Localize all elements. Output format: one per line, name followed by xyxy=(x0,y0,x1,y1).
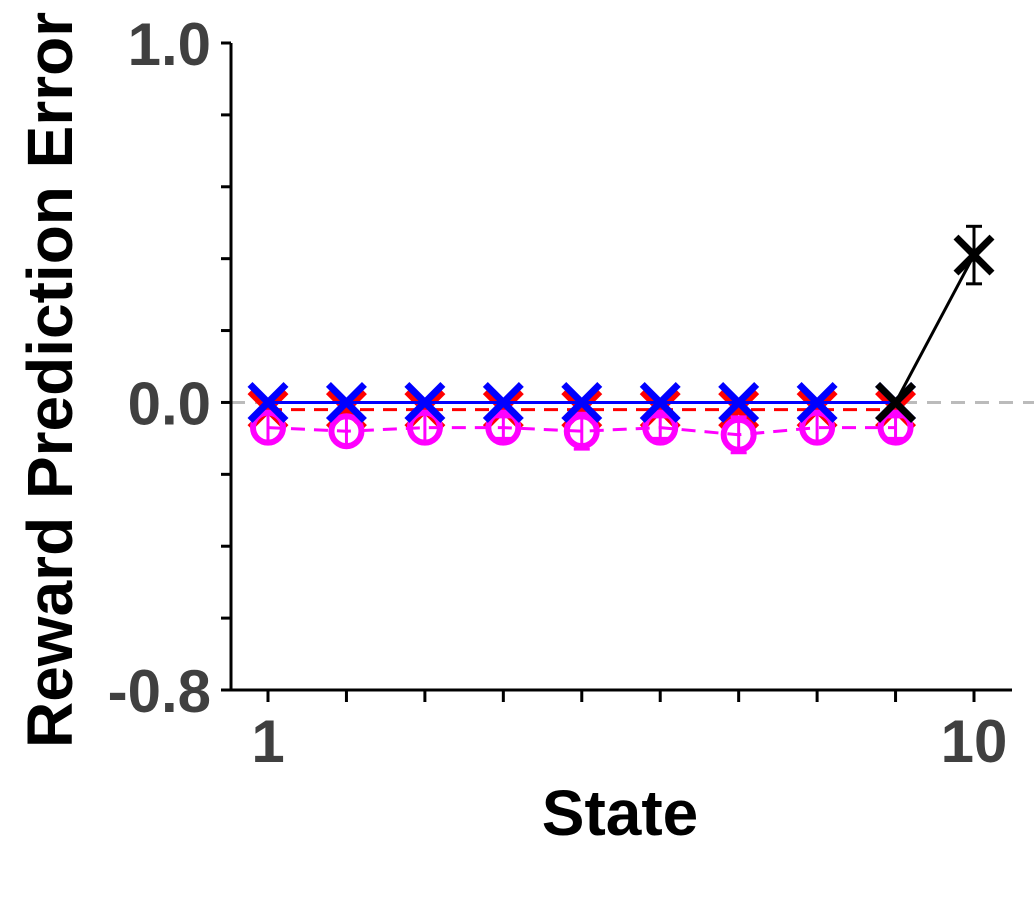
x-axis-label: State xyxy=(542,777,699,849)
data-point-circle xyxy=(406,409,443,446)
ticks-layer: 1.0 0.0 -0.8 1 10 xyxy=(108,11,1008,775)
data-point-circle xyxy=(485,409,522,446)
data-point-stroke xyxy=(718,381,760,423)
data-point-stroke xyxy=(247,381,289,423)
data-point-stroke xyxy=(796,381,838,423)
data-point-x xyxy=(404,381,446,423)
data-point-stroke xyxy=(561,381,603,423)
data-point-circle xyxy=(563,413,600,450)
data-point-x xyxy=(875,381,917,423)
data-point-x xyxy=(325,381,367,423)
x-tick-label: 10 xyxy=(941,708,1008,775)
data-point-x xyxy=(718,381,760,423)
series-line xyxy=(267,426,896,437)
series-line xyxy=(894,254,976,404)
series-layer xyxy=(247,224,995,455)
x-tick-label: 1 xyxy=(251,708,284,775)
data-point-stroke xyxy=(325,381,367,423)
data-point-circle xyxy=(250,409,286,446)
data-point-circle xyxy=(799,409,836,446)
axes-layer xyxy=(229,43,1012,692)
data-point-stroke xyxy=(404,381,446,423)
data-point-stroke xyxy=(639,381,681,423)
y-tick-label: -0.8 xyxy=(108,658,211,725)
series-1 xyxy=(250,409,914,455)
data-point-x xyxy=(482,381,524,423)
data-point-circle xyxy=(720,416,757,453)
data-point-x xyxy=(796,381,838,423)
data-point-x xyxy=(953,234,995,276)
y-axis-label: Reward Prediction Error xyxy=(14,12,86,748)
data-point-x xyxy=(561,381,603,423)
y-tick-label: 1.0 xyxy=(128,11,211,78)
series-3 xyxy=(875,224,995,423)
data-point-circle xyxy=(877,409,914,446)
data-point-x xyxy=(639,381,681,423)
data-point-circle xyxy=(328,413,365,450)
data-point-stroke xyxy=(953,234,995,276)
data-point-stroke xyxy=(875,381,917,423)
data-point-circle xyxy=(642,409,679,446)
y-tick-label: 0.0 xyxy=(128,370,211,437)
data-point-x xyxy=(247,381,289,423)
data-point-stroke xyxy=(482,381,524,423)
